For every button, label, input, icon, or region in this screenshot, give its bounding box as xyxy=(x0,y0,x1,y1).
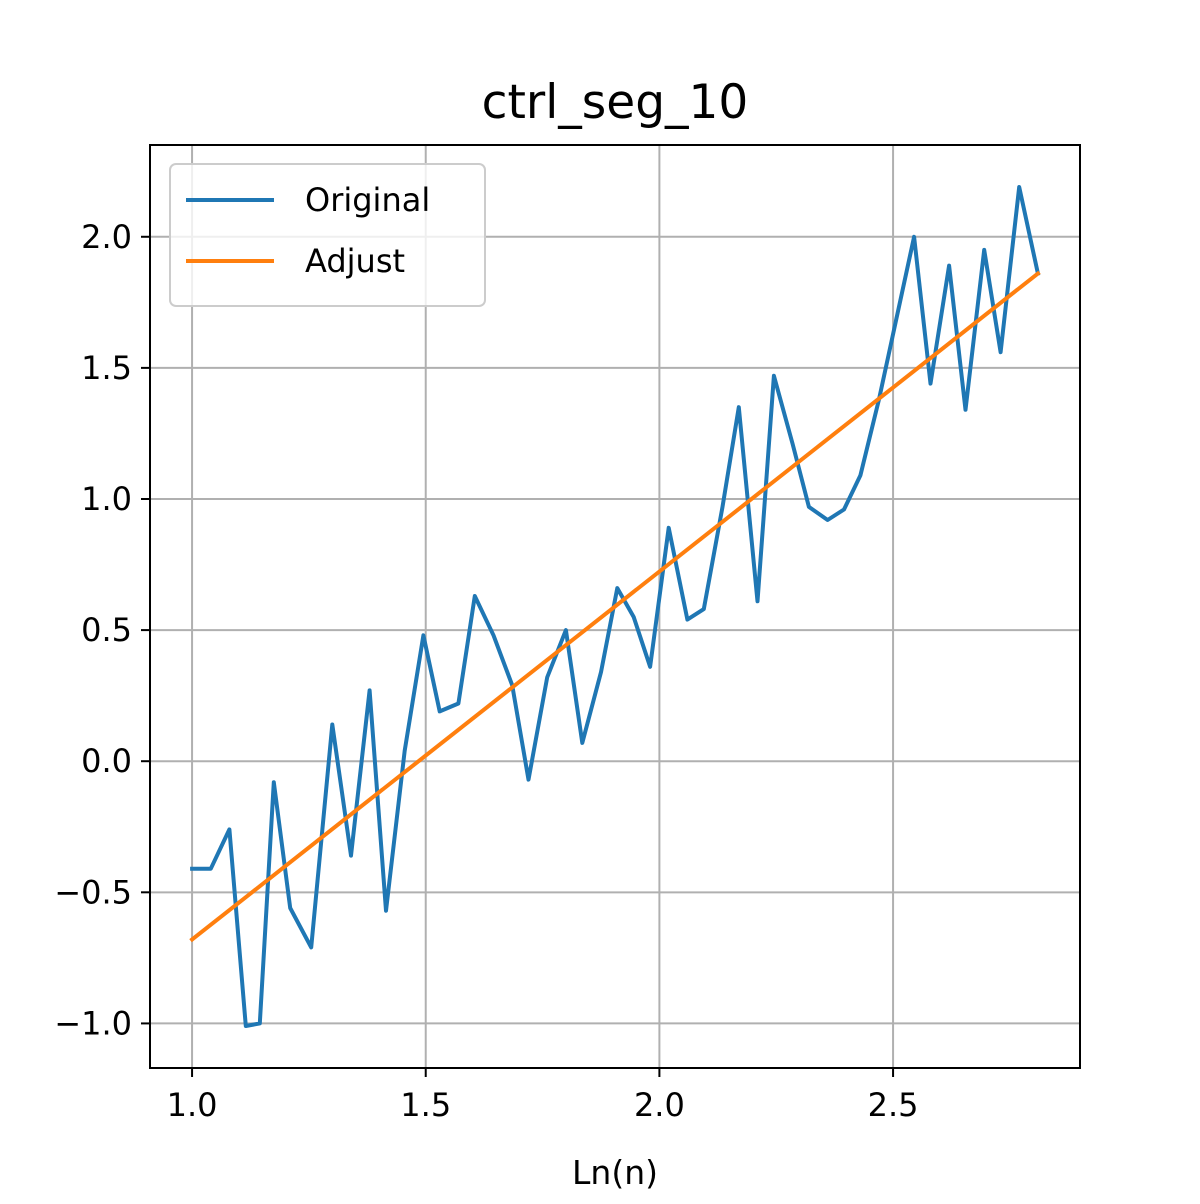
y-tick-label: 2.0 xyxy=(81,218,132,256)
x-tick-label: 1.5 xyxy=(400,1086,451,1124)
legend: Original Adjust xyxy=(169,163,486,307)
chart-title: ctrl_seg_10 xyxy=(482,75,749,130)
legend-label-original: Original xyxy=(305,181,430,219)
legend-label-adjust: Adjust xyxy=(305,242,405,280)
x-tick-label: 2.5 xyxy=(868,1086,919,1124)
axis-ticks: 1.0 1.5 2.0 2.5 −1.0 −0.5 0.0 0.5 1.0 1.5 2.0 xyxy=(54,218,918,1124)
x-tick-label: 1.0 xyxy=(167,1086,218,1124)
y-tick-label: 1.0 xyxy=(81,480,132,518)
x-tick-label: 2.0 xyxy=(634,1086,685,1124)
series-line-original xyxy=(190,185,1041,1028)
plot-area-frame xyxy=(149,144,1081,1069)
x-axis-label: Ln(n) xyxy=(572,1153,658,1192)
data-series xyxy=(189,185,1041,1028)
y-tick-label: 0.0 xyxy=(81,742,132,780)
series-line-adjust xyxy=(189,270,1041,943)
y-tick-label: 1.5 xyxy=(81,349,132,387)
y-tick-label: −1.0 xyxy=(54,1004,132,1042)
y-tick-label: −0.5 xyxy=(54,873,132,911)
y-tick-label: 0.5 xyxy=(81,611,132,649)
